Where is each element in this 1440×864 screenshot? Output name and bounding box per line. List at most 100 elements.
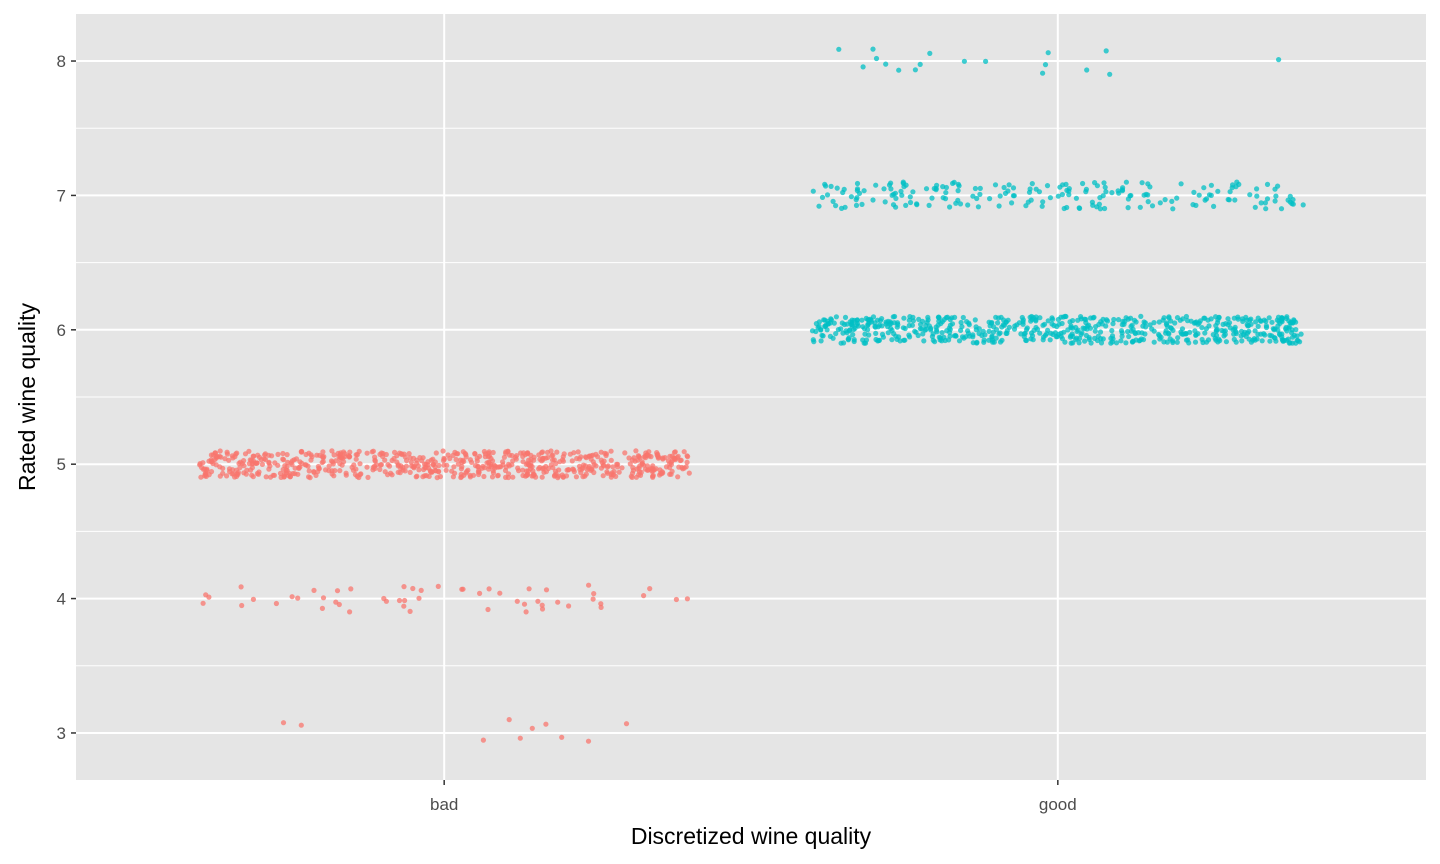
data-point bbox=[378, 450, 385, 456]
data-point bbox=[495, 473, 501, 479]
data-point bbox=[854, 188, 861, 194]
data-point bbox=[1045, 327, 1051, 333]
data-point bbox=[865, 321, 871, 327]
data-point bbox=[898, 188, 904, 194]
x-axis-title: Discretized wine quality bbox=[631, 823, 872, 849]
data-point bbox=[1264, 196, 1271, 202]
data-point bbox=[999, 324, 1005, 330]
data-point bbox=[819, 194, 826, 200]
data-point bbox=[509, 452, 515, 459]
data-point bbox=[289, 594, 295, 600]
data-point bbox=[296, 465, 302, 471]
data-point bbox=[1174, 195, 1180, 201]
data-point bbox=[974, 195, 980, 202]
data-point bbox=[1090, 202, 1096, 208]
data-point bbox=[1057, 184, 1063, 190]
data-point bbox=[337, 451, 344, 457]
data-point bbox=[486, 463, 492, 470]
data-point bbox=[531, 472, 537, 478]
data-point bbox=[972, 185, 979, 192]
data-point bbox=[1116, 190, 1122, 196]
data-point bbox=[1231, 336, 1237, 342]
data-point bbox=[998, 314, 1004, 320]
data-point bbox=[1137, 204, 1143, 210]
data-point bbox=[675, 474, 681, 480]
data-point bbox=[854, 180, 861, 187]
data-point bbox=[348, 586, 354, 592]
data-point bbox=[887, 319, 893, 325]
data-point bbox=[894, 324, 900, 330]
data-point bbox=[408, 459, 414, 465]
data-point bbox=[486, 449, 492, 455]
data-point bbox=[1076, 340, 1082, 346]
data-point bbox=[627, 461, 633, 467]
data-point bbox=[645, 467, 651, 473]
data-point bbox=[844, 330, 850, 336]
data-point bbox=[589, 466, 595, 472]
data-point bbox=[506, 471, 512, 477]
data-point bbox=[901, 315, 907, 321]
data-point bbox=[1123, 179, 1129, 185]
data-point bbox=[422, 461, 428, 467]
data-point bbox=[890, 202, 897, 208]
data-point bbox=[992, 182, 999, 188]
data-point bbox=[298, 722, 304, 728]
data-point bbox=[1102, 184, 1108, 190]
data-point bbox=[543, 721, 549, 727]
data-point bbox=[280, 720, 287, 726]
data-point bbox=[1132, 330, 1138, 337]
data-point bbox=[406, 451, 412, 457]
data-point bbox=[465, 467, 471, 473]
data-point bbox=[1006, 182, 1012, 188]
data-point bbox=[1193, 332, 1199, 338]
data-point bbox=[916, 316, 922, 322]
data-point bbox=[818, 338, 824, 344]
data-point bbox=[1083, 186, 1089, 192]
data-point bbox=[1028, 197, 1034, 203]
data-point bbox=[1133, 319, 1139, 325]
data-point bbox=[555, 599, 561, 605]
data-point bbox=[684, 459, 690, 465]
data-point bbox=[1290, 320, 1296, 326]
data-point bbox=[965, 330, 972, 336]
data-point bbox=[372, 458, 378, 464]
data-point bbox=[283, 467, 289, 473]
data-point bbox=[398, 463, 404, 469]
data-point bbox=[910, 189, 916, 195]
data-point bbox=[1276, 57, 1282, 63]
data-point bbox=[520, 459, 526, 465]
data-point bbox=[853, 197, 859, 203]
data-point bbox=[1243, 333, 1249, 339]
data-point bbox=[873, 330, 879, 336]
data-point bbox=[1033, 318, 1039, 324]
data-point bbox=[416, 467, 422, 473]
data-point bbox=[938, 335, 944, 341]
data-point bbox=[1108, 340, 1114, 346]
data-point bbox=[956, 338, 963, 344]
data-point bbox=[575, 449, 581, 455]
data-point bbox=[684, 596, 691, 602]
data-point bbox=[524, 472, 530, 478]
x-tick-label: good bbox=[1039, 795, 1077, 814]
data-point bbox=[353, 452, 359, 458]
data-point bbox=[457, 457, 464, 463]
data-point bbox=[1278, 206, 1285, 212]
data-point bbox=[1006, 324, 1013, 330]
data-point bbox=[489, 474, 496, 480]
data-point bbox=[347, 449, 353, 455]
data-point bbox=[1205, 337, 1212, 343]
data-point bbox=[545, 465, 552, 472]
data-point bbox=[407, 469, 413, 475]
data-point bbox=[1180, 316, 1186, 322]
data-point bbox=[350, 467, 357, 473]
data-point bbox=[952, 314, 958, 320]
data-point bbox=[490, 470, 497, 476]
data-point bbox=[1102, 205, 1108, 212]
data-point bbox=[1145, 199, 1151, 205]
data-point bbox=[236, 460, 242, 467]
data-point bbox=[865, 327, 871, 333]
data-point bbox=[1199, 325, 1205, 331]
data-point bbox=[1142, 320, 1148, 326]
data-point bbox=[1055, 316, 1061, 323]
data-point bbox=[249, 472, 255, 478]
